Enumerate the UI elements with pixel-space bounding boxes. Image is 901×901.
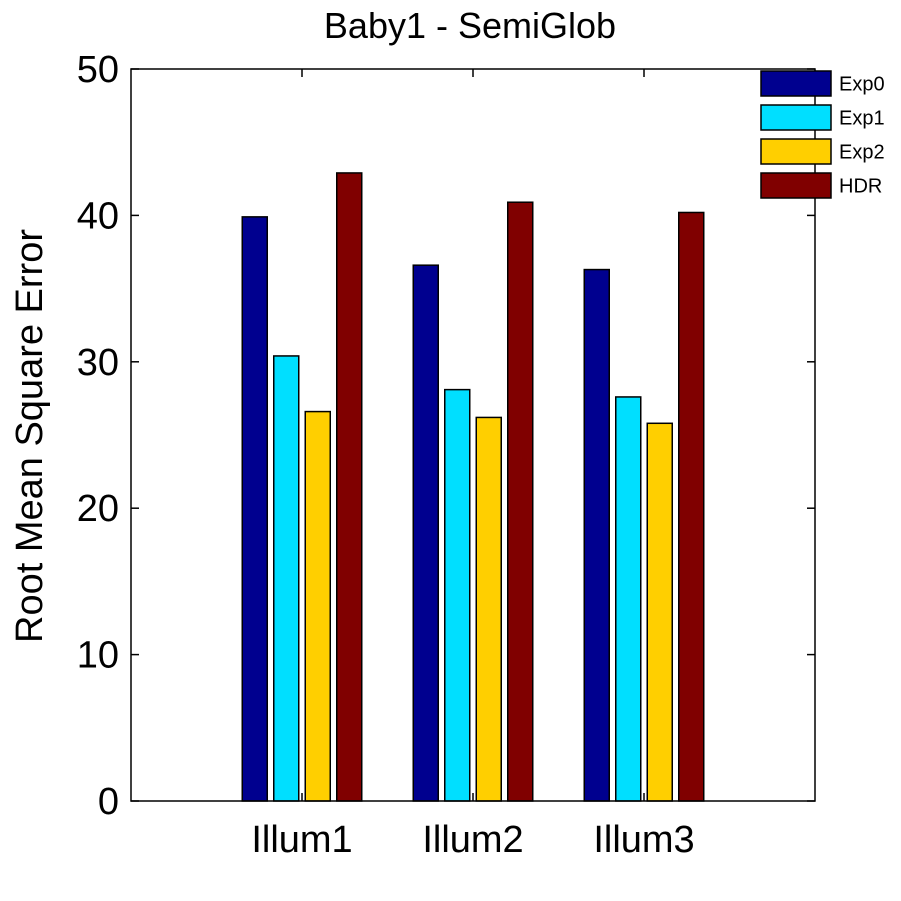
chart-title: Baby1 - SemiGlob [324,5,616,46]
bar-exp1-illum1 [273,355,300,802]
y-tick-label-0: 0 [98,781,119,823]
bar-exp1-illum2 [444,388,471,802]
x-tick-label-illum3: Illum3 [593,819,694,861]
x-tick-label-illum2: Illum2 [422,819,523,861]
y-axis-label: Root Mean Square Error [9,229,51,643]
bar-exp1-illum3 [615,396,642,802]
legend: Exp0 Exp1 Exp2 HDR [760,70,885,199]
bars-layer [241,172,705,802]
bar-hdr-illum3 [678,211,705,802]
plot-frame [130,68,816,802]
axes-layer: 0 10 20 30 40 50 Illum1 Illum2 Illum3 [77,49,816,861]
legend-label-exp0: Exp0 [839,74,885,96]
legend-label-hdr: HDR [839,176,882,198]
y-tick-label-20: 20 [77,488,119,530]
bar-exp2-illum3 [646,422,673,802]
bar-exp2-illum1 [304,410,331,802]
y-tick-label-10: 10 [77,635,119,677]
bar-hdr-illum1 [336,172,363,802]
legend-swatch-exp2 [760,138,832,165]
bar-exp0-illum2 [412,264,439,802]
legend-swatch-exp0 [760,70,832,97]
legend-swatch-hdr [760,172,832,199]
bar-exp0-illum1 [241,216,268,802]
legend-swatch-exp1 [760,104,832,131]
y-tick-label-30: 30 [77,342,119,384]
y-tick-label-50: 50 [77,49,119,91]
bar-exp2-illum2 [475,416,502,802]
bar-exp0-illum3 [583,268,610,802]
bar-hdr-illum2 [507,201,534,802]
legend-label-exp2: Exp2 [839,142,885,164]
x-tick-label-illum1: Illum1 [251,819,352,861]
y-tick-label-40: 40 [77,195,119,237]
legend-label-exp1: Exp1 [839,108,885,130]
